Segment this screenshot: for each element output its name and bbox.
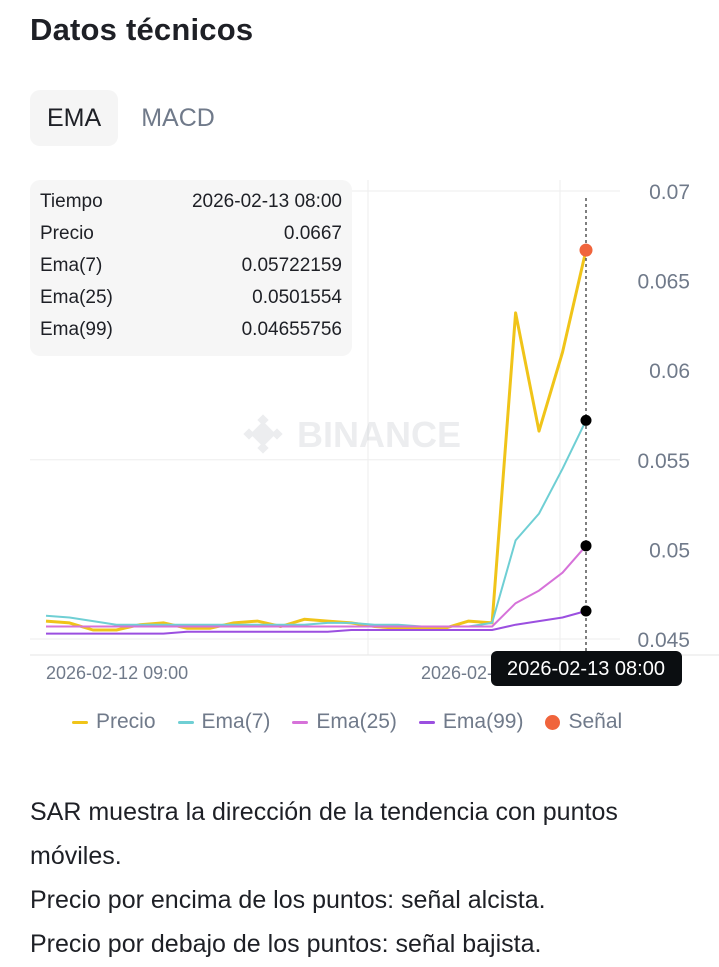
series-line-ema25 <box>46 545 587 628</box>
tooltip-label: Ema(7) <box>40 255 103 276</box>
indicator-description: SAR muestra la dirección de la tendencia… <box>30 790 700 966</box>
binance-watermark: BINANCE <box>243 414 461 455</box>
tooltip-value: 0.05722159 <box>241 255 342 276</box>
legend-label: Ema(7) <box>201 710 271 733</box>
tooltip-label: Tiempo <box>40 191 103 212</box>
watermark-text: BINANCE <box>297 414 461 455</box>
tab-ema[interactable]: EMA <box>30 90 119 146</box>
tooltip-label: Ema(25) <box>40 287 113 308</box>
legend-label: Precio <box>96 710 156 733</box>
legend-swatch <box>72 720 88 724</box>
x-tick-label: 2026-02-12 09:00 <box>46 663 188 683</box>
legend-label: Ema(25) <box>316 710 397 733</box>
tooltip-label: Precio <box>40 223 94 244</box>
tooltip-value: 0.04655756 <box>241 319 342 340</box>
signal-point <box>579 243 593 257</box>
chart-legend: Precio Ema(7) Ema(25) Ema(99) Señal <box>72 710 622 734</box>
tooltip-value: 0.0667 <box>283 223 342 244</box>
indicator-tabs: EMA MACD <box>30 90 232 146</box>
crosshair-point <box>580 540 592 552</box>
tooltip-label: Ema(99) <box>40 319 113 340</box>
chart-grid <box>30 180 719 656</box>
legend-swatch <box>418 720 435 724</box>
legend-item-ema25[interactable]: Ema(25) <box>292 710 397 734</box>
chart-tooltip: Tiempo 2026-02-13 08:00 Precio 0.0667 Em… <box>30 180 352 356</box>
y-axis-labels: 0.07 0.065 0.06 0.055 0.05 0.045 <box>637 181 690 652</box>
series-line-ema7 <box>45 419 587 628</box>
crosshair-time-label: 2026-02-13 08:00 <box>491 651 682 686</box>
tooltip-row-price: Precio 0.0667 <box>40 222 342 254</box>
y-tick-label: 0.05 <box>649 539 690 562</box>
crosshair-markers <box>579 243 593 617</box>
ema-chart[interactable]: BINANCE 0.07 0.065 0.06 0.055 0.05 0.045 2026… <box>0 170 719 700</box>
page-title: Datos técnicos <box>30 12 254 47</box>
series-line-ema99 <box>46 610 587 635</box>
tooltip-row-ema25: Ema(25) 0.0501554 <box>40 286 342 318</box>
description-line: Precio por encima de los puntos: señal a… <box>30 886 546 914</box>
tooltip-row-time: Tiempo 2026-02-13 08:00 <box>40 190 342 222</box>
legend-swatch <box>292 720 309 724</box>
legend-swatch <box>177 720 194 724</box>
crosshair-point <box>580 605 592 617</box>
y-tick-label: 0.055 <box>637 450 690 473</box>
tooltip-value: 2026-02-13 08:00 <box>191 191 342 212</box>
tab-macd[interactable]: MACD <box>141 103 215 132</box>
legend-swatch <box>545 714 561 730</box>
legend-item-precio[interactable]: Precio <box>72 710 156 734</box>
legend-item-ema99[interactable]: Ema(99) <box>418 710 524 734</box>
legend-label: Señal <box>568 710 623 733</box>
series-lines <box>45 249 588 635</box>
y-tick-label: 0.07 <box>649 181 690 204</box>
legend-label: Ema(99) <box>442 710 524 733</box>
crosshair-time-text: 2026-02-13 08:00 <box>507 658 665 680</box>
tooltip-row-ema7: Ema(7) 0.05722159 <box>40 254 342 286</box>
y-tick-label: 0.065 <box>637 271 690 294</box>
y-tick-label: 0.045 <box>637 629 690 652</box>
legend-item-senal[interactable]: Señal <box>545 710 622 734</box>
tooltip-value: 0.0501554 <box>252 287 342 308</box>
tooltip-row-ema99: Ema(99) 0.04655756 <box>40 318 342 350</box>
legend-item-ema7[interactable]: Ema(7) <box>177 710 271 734</box>
description-line: Precio por debajo de los puntos: señal b… <box>30 930 542 958</box>
y-tick-label: 0.06 <box>649 360 690 383</box>
description-line: SAR muestra la dirección de la tendencia… <box>30 798 618 870</box>
crosshair-point <box>580 414 592 426</box>
